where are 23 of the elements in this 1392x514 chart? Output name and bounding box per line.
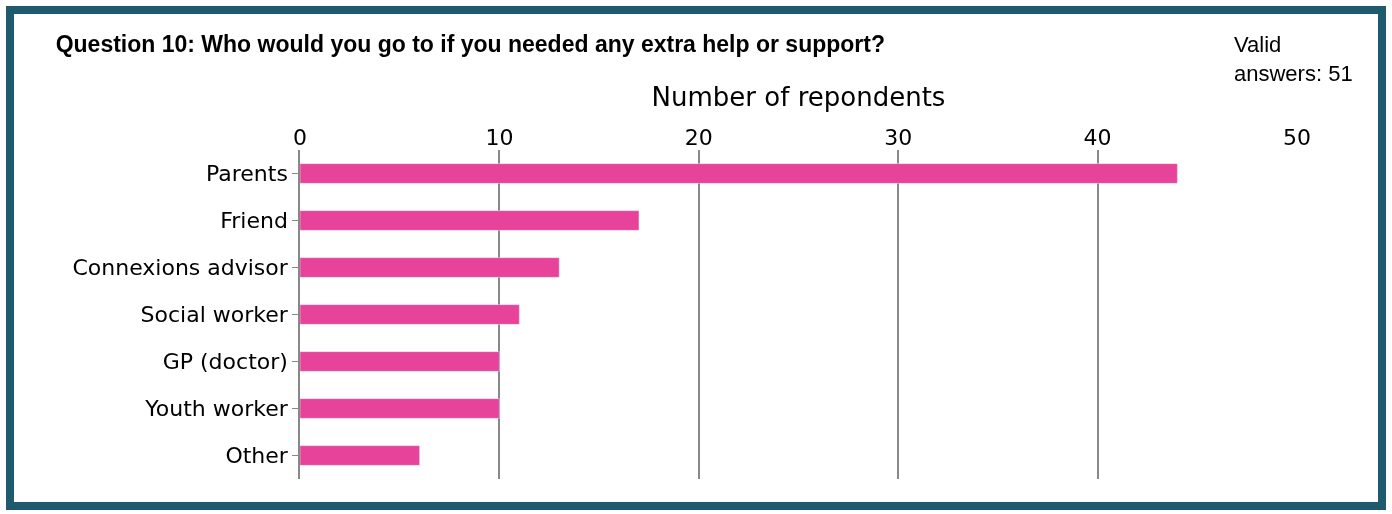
x-tick-label: 0	[293, 124, 307, 150]
y-tick-label: Friend	[220, 208, 288, 234]
x-tick-label: 50	[1283, 124, 1311, 150]
bar	[300, 445, 420, 466]
bar	[300, 210, 640, 231]
y-tick-label: Youth worker	[144, 396, 289, 422]
y-tick-label: GP (doctor)	[162, 349, 288, 375]
text: Valid answers: 51	[1234, 32, 1353, 86]
bar	[300, 257, 560, 278]
x-tick-label: 20	[684, 124, 713, 150]
y-tick-label: Social worker	[140, 302, 289, 328]
bar	[300, 398, 500, 419]
y-tick-label: Parents	[205, 161, 288, 187]
bar	[300, 351, 500, 372]
x-tick-label: 40	[1083, 124, 1112, 150]
bar	[300, 304, 520, 325]
bar	[300, 163, 1178, 184]
x-axis-title: Number of repondents	[651, 82, 946, 112]
y-tick-label: Other	[225, 443, 289, 469]
y-tick-label: Connexions advisor	[72, 255, 289, 281]
chart-title: Question 10: Who would you go to if you needed any extra help or support?	[55, 31, 886, 58]
x-tick-label: 10	[485, 124, 514, 150]
x-tick-label: 30	[884, 124, 913, 150]
